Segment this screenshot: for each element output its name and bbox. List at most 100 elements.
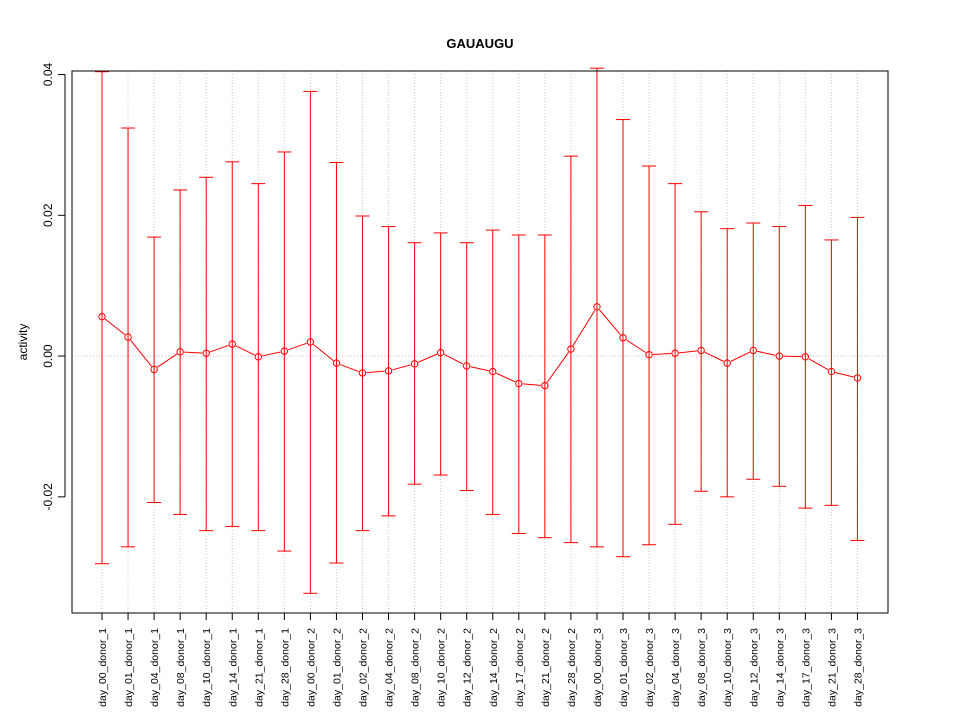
x-tick-label: day_28_donor_3 xyxy=(852,628,864,707)
x-tick-label: day_08_donor_1 xyxy=(175,628,187,707)
series-line-segment xyxy=(443,353,464,365)
data-point xyxy=(749,346,757,355)
series-line-segment xyxy=(313,344,334,361)
x-tick-label: day_00_donor_2 xyxy=(305,628,317,707)
data-point xyxy=(228,340,236,348)
x-tick-label: day_08_donor_3 xyxy=(696,628,708,707)
plot-frame xyxy=(71,70,889,614)
x-tick-label: day_02_donor_3 xyxy=(644,628,656,707)
data-point xyxy=(801,353,810,361)
x-tick-label: day_04_donor_3 xyxy=(670,628,682,707)
data-point xyxy=(150,365,158,374)
data-point xyxy=(202,349,210,357)
x-tick-label: day_08_donor_2 xyxy=(410,628,422,707)
data-point xyxy=(98,312,106,321)
series-line-segment xyxy=(679,350,698,354)
x-tick-label: day_04_donor_1 xyxy=(149,628,161,707)
series-line-segment xyxy=(757,350,776,356)
series-line-segment xyxy=(287,342,307,351)
series-line-segment xyxy=(599,309,621,336)
series-line-segment xyxy=(209,344,229,353)
data-point xyxy=(463,362,471,370)
x-tick-label: day_12_donor_3 xyxy=(748,628,760,707)
series-line-segment xyxy=(730,351,750,362)
x-tick-label: day_14_donor_3 xyxy=(774,628,786,707)
series-line-segment xyxy=(835,372,854,378)
x-tick-label: day_01_donor_1 xyxy=(123,628,135,707)
x-tick-label: day_02_donor_2 xyxy=(358,628,370,707)
data-point xyxy=(593,303,601,311)
series-line-segment xyxy=(130,339,152,367)
series-line-segment xyxy=(340,364,359,373)
series-line-segment xyxy=(470,366,489,372)
x-tick-label: day_21_donor_2 xyxy=(540,628,552,707)
series-line-segment xyxy=(522,383,541,386)
series-line-segment xyxy=(808,358,829,371)
x-tick-label: day_21_donor_1 xyxy=(253,628,265,707)
data-point xyxy=(619,334,627,342)
chart-title: GAUAUGU xyxy=(446,36,513,51)
series-line-segment xyxy=(262,351,281,357)
x-tick-label: day_01_donor_3 xyxy=(618,628,630,707)
data-point xyxy=(489,367,497,376)
y-tick-label: 0.00 xyxy=(41,344,55,368)
data-point xyxy=(853,374,862,382)
y-tick-label: 0.02 xyxy=(41,203,55,227)
series-line xyxy=(104,309,854,386)
data-point xyxy=(567,345,575,353)
x-axis: day_00_donor_1 day_01_donor_1 day_04_donor… xyxy=(97,612,864,707)
series-line-segment xyxy=(184,351,203,354)
series-line-segment xyxy=(546,352,569,383)
series-line-segment xyxy=(418,353,438,363)
data-point xyxy=(306,338,315,346)
x-tick-label: day_04_donor_2 xyxy=(384,628,396,707)
data-point xyxy=(410,360,419,368)
data-point xyxy=(541,381,549,390)
error-bars xyxy=(95,67,865,594)
series-line-segment xyxy=(157,353,178,368)
x-tick-label: day_12_donor_2 xyxy=(462,628,474,707)
x-tick-label: day_10_donor_1 xyxy=(201,628,213,707)
data-point xyxy=(124,333,132,341)
data-point xyxy=(827,367,836,376)
x-tick-label: day_17_donor_3 xyxy=(800,628,812,707)
data-point xyxy=(176,348,184,356)
x-tick-label: day_10_donor_3 xyxy=(722,628,734,707)
series-line-segment xyxy=(626,339,646,353)
series-line-segment xyxy=(704,351,724,362)
data-point xyxy=(358,369,367,377)
data-point xyxy=(671,349,679,357)
x-tick-label: day_00_donor_1 xyxy=(97,628,109,707)
x-tick-label: day_28_donor_1 xyxy=(279,628,291,707)
x-tick-label: day_01_donor_2 xyxy=(331,628,343,707)
data-point xyxy=(697,346,705,355)
series-line-segment xyxy=(653,352,672,355)
x-tick-label: day_14_donor_2 xyxy=(488,628,500,707)
x-tick-label: day_17_donor_2 xyxy=(514,628,526,707)
series-line-segment xyxy=(392,364,411,371)
x-tick-label: day_00_donor_3 xyxy=(592,628,604,707)
y-axis: -0.02 0.00 0.02 0.04 xyxy=(41,63,66,511)
series-line-segment xyxy=(104,318,126,335)
grid xyxy=(72,71,888,613)
data-point xyxy=(384,367,393,375)
data-point xyxy=(515,379,523,388)
series-line-segment xyxy=(496,372,516,383)
data-point xyxy=(723,359,731,367)
x-tick-label: day_10_donor_2 xyxy=(436,628,448,707)
data-point xyxy=(645,350,653,359)
data-points xyxy=(98,303,862,390)
y-tick-label: -0.02 xyxy=(41,483,55,511)
data-point xyxy=(436,348,445,357)
y-tick-label: 0.04 xyxy=(41,63,55,87)
data-point xyxy=(280,347,289,355)
series-line-segment xyxy=(235,345,255,356)
x-tick-label: day_14_donor_1 xyxy=(227,628,239,707)
series-line-segment xyxy=(366,370,385,374)
data-point xyxy=(775,352,783,360)
x-tick-label: day_21_donor_3 xyxy=(826,628,838,707)
data-point xyxy=(332,359,341,367)
data-point xyxy=(254,353,262,361)
x-tick-label: day_28_donor_2 xyxy=(566,628,578,707)
